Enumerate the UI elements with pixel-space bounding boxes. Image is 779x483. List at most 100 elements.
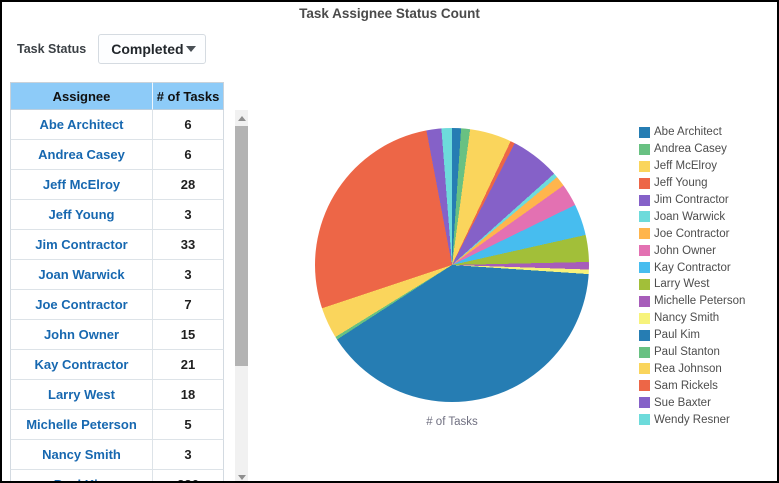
legend-label: Jim Contractor	[654, 194, 729, 206]
table-row: Andrea Casey 6	[10, 140, 242, 170]
legend-label: Jeff Young	[654, 177, 708, 190]
legend-item[interactable]: Kay Contractor	[639, 259, 745, 276]
table-row: Joe Contractor 7	[10, 290, 242, 320]
legend-item[interactable]: Joe Contractor	[639, 225, 745, 242]
legend-label: Sue Baxter	[654, 396, 711, 409]
assignee-table: Assignee # of Tasks Abe Architect 6 Andrea…	[10, 82, 242, 481]
task-count-cell: 3	[153, 260, 224, 290]
legend-swatch-icon	[639, 228, 650, 240]
legend-swatch-icon	[639, 177, 650, 189]
task-count-cell: 18	[153, 380, 224, 410]
legend-label: Nancy Smith	[654, 312, 720, 325]
task-count-cell: 3	[153, 200, 224, 230]
pie-chart[interactable]	[315, 128, 589, 402]
assignee-cell: Joe Contractor	[10, 290, 153, 320]
legend-swatch-icon	[639, 380, 650, 392]
table-row: Larry West 18	[10, 380, 242, 410]
legend-swatch-icon	[639, 346, 650, 358]
legend-label: Paul Kim	[654, 329, 701, 342]
legend-item[interactable]: Jim Contractor	[639, 192, 745, 209]
table-row: Kay Contractor 21	[10, 350, 242, 380]
legend-label: Rea Johnson	[654, 362, 722, 375]
scrollbar-thumb[interactable]	[235, 126, 248, 366]
legend-label: Kay Contractor	[654, 261, 731, 274]
legend-swatch-icon	[639, 278, 650, 290]
legend-label: Jeff McElroy	[654, 160, 718, 173]
task-status-select[interactable]: Completed	[98, 34, 207, 64]
table-scrollbar[interactable]	[232, 110, 250, 481]
legend-label: John Owner	[654, 244, 717, 257]
legend-item[interactable]: Paul Stanton	[639, 344, 745, 361]
legend-item[interactable]: Sue Baxter	[639, 394, 745, 411]
legend-swatch-icon	[639, 329, 650, 341]
legend-label: Wendy Resner	[654, 413, 730, 426]
legend-item[interactable]: Jeff Young	[639, 175, 745, 192]
task-count-cell: 28	[153, 170, 224, 200]
legend-item[interactable]: Sam Rickels	[639, 377, 745, 394]
assignee-cell: Jim Contractor	[10, 230, 153, 260]
legend-item[interactable]: Jeff McElroy	[639, 158, 745, 175]
table-row: Jim Contractor 33	[10, 230, 242, 260]
legend-swatch-icon	[639, 312, 650, 324]
assignee-cell: Jeff Young	[10, 200, 153, 230]
legend-swatch-icon	[639, 160, 650, 172]
legend-item[interactable]: Paul Kim	[639, 327, 745, 344]
scroll-up-button[interactable]	[235, 110, 248, 126]
legend-item[interactable]: John Owner	[639, 242, 745, 259]
page-title: Task Assignee Status Count	[299, 6, 480, 21]
filter-bar: Task Status Completed	[17, 34, 207, 64]
task-count-cell: 21	[153, 350, 224, 380]
task-status-selected-value: Completed	[111, 41, 184, 57]
task-count-cell: 6	[153, 140, 224, 170]
legend-swatch-icon	[639, 295, 650, 307]
table-body: Abe Architect 6 Andrea Casey 6 Jeff McElroy 2…	[10, 110, 242, 481]
task-count-cell: 3	[153, 440, 224, 470]
task-count-cell: 6	[153, 110, 224, 140]
legend-label: Abe Architect	[654, 126, 722, 139]
chevron-down-icon	[186, 46, 197, 52]
legend-item[interactable]: Abe Architect	[639, 124, 745, 141]
legend-item[interactable]: Wendy Resner	[639, 411, 745, 428]
table-row: Nancy Smith 3	[10, 440, 242, 470]
table-row: Paul Kim226	[10, 470, 242, 481]
legend-item[interactable]: Michelle Peterson	[639, 293, 745, 310]
task-count-cell: 7	[153, 290, 224, 320]
legend-label: Joan Warwick	[654, 210, 726, 223]
table-row: Joan Warwick 3	[10, 260, 242, 290]
legend-swatch-icon	[639, 262, 650, 274]
assignee-cell: Jeff McElroy	[10, 170, 153, 200]
assignee-cell: Michelle Peterson	[10, 410, 153, 440]
legend-swatch-icon	[639, 245, 650, 257]
legend-swatch-icon	[639, 414, 650, 426]
pie-chart-footer-label: # of Tasks	[426, 416, 478, 428]
legend-swatch-icon	[639, 397, 650, 409]
legend-item[interactable]: Andrea Casey	[639, 141, 745, 158]
task-count-cell: 15	[153, 320, 224, 350]
legend-swatch-icon	[639, 194, 650, 206]
legend-label: Michelle Peterson	[654, 295, 746, 308]
task-count-cell: 33	[153, 230, 224, 260]
legend-swatch-icon	[639, 363, 650, 375]
legend-swatch-icon	[639, 126, 650, 138]
table-row: Abe Architect 6	[10, 110, 242, 140]
scroll-down-button[interactable]	[235, 469, 248, 481]
chart-legend: Abe Architect Andrea Casey Jeff McElroy Jef…	[639, 124, 745, 428]
table-row: Jeff McElroy 28	[10, 170, 242, 200]
table-row: Michelle Peterson 5	[10, 410, 242, 440]
legend-label: Paul Stanton	[654, 346, 720, 359]
arrow-up-icon	[237, 115, 246, 121]
legend-label: Sam Rickels	[654, 379, 718, 392]
assignee-cell: Abe Architect	[10, 110, 153, 140]
column-header-num-tasks: # of Tasks	[153, 82, 224, 110]
legend-item[interactable]: Nancy Smith	[639, 310, 745, 327]
assignee-cell: Kay Contractor	[10, 350, 153, 380]
legend-item[interactable]: Larry West	[639, 276, 745, 293]
legend-item[interactable]: Rea Johnson	[639, 360, 745, 377]
table-row: John Owner 15	[10, 320, 242, 350]
assignee-cell: Joan Warwick	[10, 260, 153, 290]
column-header-assignee: Assignee	[10, 82, 153, 110]
task-count-cell: 226	[153, 470, 224, 481]
assignee-cell: John Owner	[10, 320, 153, 350]
legend-item[interactable]: Joan Warwick	[639, 208, 745, 225]
